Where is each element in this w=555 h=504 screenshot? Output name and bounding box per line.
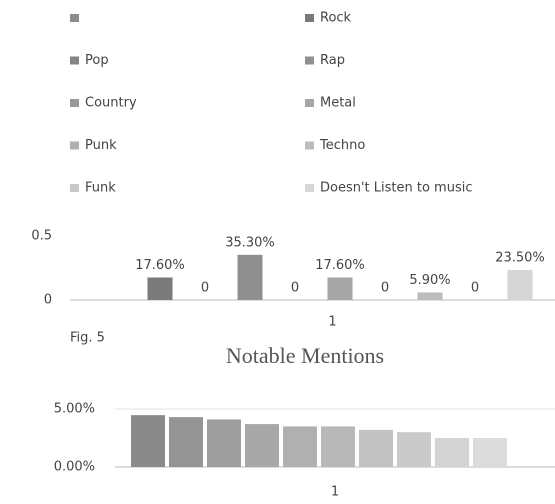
legend-swatch bbox=[305, 184, 314, 192]
legend-label: Rap bbox=[320, 53, 345, 68]
data-label: 5.90% bbox=[409, 273, 450, 288]
y-tick-label: 5.00% bbox=[54, 402, 95, 417]
bar bbox=[237, 254, 263, 300]
bar bbox=[417, 292, 443, 300]
y-tick-label: 0.5 bbox=[31, 229, 52, 244]
bar bbox=[321, 426, 355, 467]
legend-swatch bbox=[305, 56, 314, 65]
bar bbox=[397, 432, 431, 467]
bar bbox=[207, 419, 241, 467]
legend-label: Country bbox=[85, 96, 137, 111]
chart-title: Notable Mentions bbox=[226, 343, 384, 368]
bar bbox=[131, 415, 165, 467]
legend-swatch bbox=[70, 99, 79, 107]
data-label: 0 bbox=[381, 281, 389, 296]
legend-label: Pop bbox=[85, 53, 109, 68]
bar bbox=[359, 429, 393, 467]
bar bbox=[169, 417, 203, 467]
bar bbox=[435, 438, 469, 467]
bar bbox=[147, 277, 173, 300]
data-label: 17.60% bbox=[135, 258, 185, 273]
bar bbox=[507, 269, 533, 300]
legend-swatch bbox=[305, 99, 314, 107]
legend-swatch bbox=[70, 184, 79, 192]
data-label: 0 bbox=[291, 281, 299, 296]
legend-swatch bbox=[305, 141, 314, 150]
data-label: 0 bbox=[471, 281, 479, 296]
legend-label: Funk bbox=[85, 181, 116, 196]
bar bbox=[283, 426, 317, 467]
legend-label: Rock bbox=[320, 11, 352, 26]
bar bbox=[327, 277, 353, 300]
x-tick-label: 1 bbox=[331, 485, 339, 500]
annotation: Fig. 5 bbox=[70, 331, 105, 346]
legend-swatch bbox=[70, 56, 79, 65]
legend-label: Techno bbox=[319, 138, 365, 153]
legend-label: Doesn't Listen to music bbox=[320, 181, 473, 196]
legend-label: Punk bbox=[85, 138, 117, 153]
data-label: 35.30% bbox=[225, 235, 275, 250]
bar bbox=[245, 424, 279, 467]
data-label: 23.50% bbox=[495, 250, 545, 265]
x-tick-label: 1 bbox=[328, 315, 336, 330]
data-label: 17.60% bbox=[315, 258, 365, 273]
y-tick-label: 0.00% bbox=[54, 460, 95, 475]
bar bbox=[473, 438, 507, 467]
data-label: 0 bbox=[201, 281, 209, 296]
legend-swatch bbox=[305, 14, 314, 22]
y-tick-label: 0 bbox=[44, 293, 52, 308]
legend-swatch bbox=[70, 141, 79, 150]
legend-swatch bbox=[70, 14, 79, 22]
legend-label: Metal bbox=[320, 96, 356, 111]
